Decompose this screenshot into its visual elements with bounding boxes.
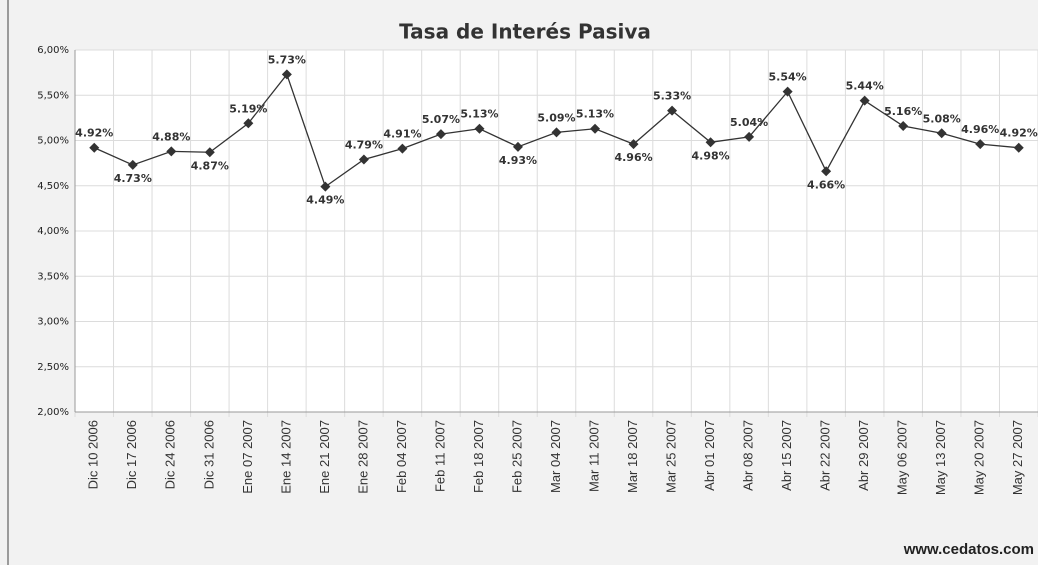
- value-label: 4.73%: [114, 172, 152, 185]
- x-tick-label: Feb 11 2007: [432, 420, 447, 492]
- value-label: 5.08%: [923, 112, 961, 125]
- value-label: 4.66%: [807, 178, 845, 191]
- value-label: 5.44%: [846, 80, 884, 93]
- x-tick-label: Dic 17 2006: [124, 420, 139, 489]
- y-tick-label: 4,50%: [37, 181, 69, 192]
- value-label: 4.92%: [75, 127, 113, 140]
- x-tick-label: Feb 25 2007: [509, 420, 524, 493]
- x-tick-label: Ene 28 2007: [355, 420, 370, 494]
- x-tick-label: Feb 04 2007: [394, 420, 409, 493]
- chart-title: Tasa de Interés Pasiva: [399, 20, 651, 44]
- value-label: 5.09%: [537, 111, 575, 124]
- marker: [821, 166, 832, 177]
- marker: [474, 123, 485, 134]
- marker: [975, 139, 986, 150]
- x-tick-label: Mar 18 2007: [625, 420, 640, 493]
- value-label: 5.73%: [268, 53, 306, 66]
- marker: [397, 143, 408, 154]
- marker: [166, 146, 177, 157]
- y-tick-label: 2,00%: [37, 407, 69, 418]
- marker: [628, 139, 639, 150]
- y-tick-label: 5,50%: [37, 90, 69, 101]
- x-tick-label: Dic 24 2006: [163, 420, 178, 489]
- marker: [89, 142, 100, 153]
- x-tick-label: Abr 29 2007: [856, 420, 871, 491]
- marker: [898, 121, 909, 132]
- marker: [281, 69, 292, 80]
- value-label: 4.49%: [306, 194, 344, 207]
- value-label: 5.16%: [884, 105, 922, 118]
- x-tick-label: Ene 07 2007: [240, 420, 255, 494]
- value-label: 4.91%: [383, 128, 421, 141]
- y-tick-label: 4,00%: [37, 226, 69, 237]
- marker: [705, 137, 716, 148]
- marker: [782, 86, 793, 97]
- x-tick-label: May 06 2007: [895, 420, 910, 495]
- value-label: 4.96%: [614, 151, 652, 164]
- value-label: 5.33%: [653, 90, 691, 103]
- x-tick-label: May 27 2007: [1010, 420, 1025, 495]
- source: www.cedatos.com: [903, 541, 1034, 558]
- marker: [320, 181, 331, 192]
- value-label: 4.92%: [1000, 127, 1038, 140]
- x-tick-label: May 13 2007: [933, 420, 948, 495]
- value-label: 5.04%: [730, 116, 768, 129]
- x-tick-label: Abr 15 2007: [779, 420, 794, 491]
- y-tick-label: 5,00%: [37, 136, 69, 147]
- x-tick-label: Ene 21 2007: [317, 420, 332, 494]
- x-tick-label: Mar 11 2007: [586, 420, 601, 492]
- y-tick-label: 3,50%: [37, 271, 69, 282]
- value-label: 5.13%: [460, 108, 498, 121]
- marker: [127, 159, 138, 170]
- marker: [667, 105, 678, 116]
- marker: [512, 141, 523, 152]
- x-tick-label: Mar 25 2007: [663, 420, 678, 493]
- x-tick-label: Dic 31 2006: [201, 420, 216, 489]
- x-tick-label: Abr 22 2007: [818, 420, 833, 491]
- marker: [590, 123, 601, 134]
- marker: [936, 128, 947, 139]
- marker: [744, 131, 755, 142]
- value-label: 5.54%: [769, 71, 807, 84]
- x-tick-label: Abr 08 2007: [741, 420, 756, 491]
- x-tick-label: May 20 2007: [972, 420, 987, 495]
- x-tick-label: Abr 01 2007: [702, 420, 717, 491]
- value-label: 5.07%: [422, 113, 460, 126]
- x-tick-label: Dic 10 2006: [86, 420, 101, 489]
- x-tick-label: Mar 04 2007: [548, 420, 563, 493]
- marker: [1013, 142, 1024, 153]
- value-label: 4.79%: [345, 139, 383, 152]
- value-label: 4.98%: [691, 149, 729, 162]
- x-tick-label: Ene 14 2007: [278, 420, 293, 494]
- marker: [859, 95, 870, 106]
- marker: [204, 147, 215, 158]
- y-tick-label: 6,00%: [37, 45, 69, 56]
- value-label: 4.93%: [499, 154, 537, 167]
- x-tick-label: Feb 18 2007: [471, 420, 486, 493]
- marker: [551, 127, 562, 138]
- marker: [435, 129, 446, 140]
- marker: [358, 154, 369, 165]
- y-tick-label: 2,50%: [37, 362, 69, 373]
- value-label: 4.88%: [152, 130, 190, 143]
- value-label: 4.96%: [961, 123, 999, 136]
- value-label: 4.87%: [191, 159, 229, 172]
- marker: [243, 118, 254, 129]
- value-label: 5.13%: [576, 108, 614, 121]
- value-label: 5.19%: [229, 102, 267, 115]
- y-tick-label: 3,00%: [37, 317, 69, 328]
